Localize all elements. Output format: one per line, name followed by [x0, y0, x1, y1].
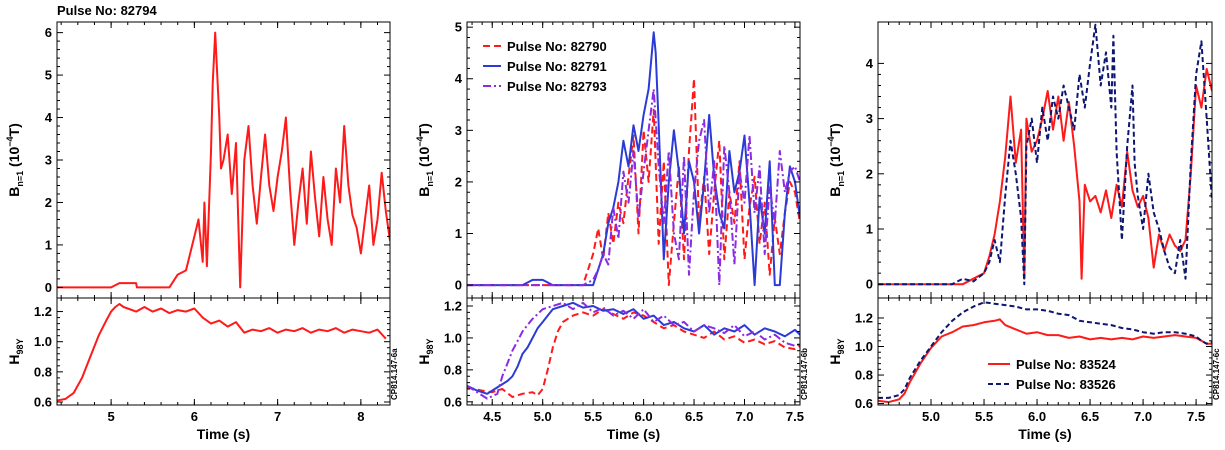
x-tick-label: 7.5	[786, 409, 804, 424]
legend-label: Pulse No: 82793	[507, 79, 607, 94]
y-tick-label: 0	[866, 277, 873, 292]
x-tick-label: 7.5	[1187, 409, 1205, 424]
legend-label: Pulse No: 82791	[507, 59, 607, 74]
y-tick-label: 1	[455, 226, 462, 241]
y-tick-label: 1.2	[34, 304, 52, 319]
x-axis-label: Time (s)	[607, 426, 660, 442]
y-tick-label: 0	[45, 280, 52, 295]
y-tick-label: 2	[45, 195, 52, 210]
series-line-top-0	[57, 31, 390, 289]
y-tick-label: 0.6	[855, 396, 873, 411]
x-tick-label: 6.5	[1081, 409, 1099, 424]
series-line-top-2	[467, 88, 800, 287]
panel-pulse-82794: 0 1 2 3 4 5 6 Bn=1 (10−4T) 0.6 0.8 1.0 1.2 H98Y 5 6 7 8 T…	[5, 3, 399, 442]
x-tick-label: 6.0	[1028, 409, 1046, 424]
y-tick-label: 4	[866, 56, 874, 71]
y-axis-label-bottom: H98Y	[416, 338, 435, 364]
y-tick-label: 3	[455, 123, 462, 138]
y-tick-label: 5	[455, 20, 462, 35]
series-line-top-0	[467, 77, 800, 287]
y-tick-label: 1	[45, 237, 52, 252]
y-tick-label: 1	[866, 222, 873, 237]
x-tick-label: 5.0	[922, 409, 940, 424]
chart-title: Pulse No: 82794	[57, 3, 157, 18]
x-tick-label: 6.5	[685, 409, 703, 424]
y-axis-label-bottom: H98Y	[6, 338, 25, 364]
x-tick-label: 8	[357, 409, 364, 424]
y-axis-label-bottom: H98Y	[827, 338, 846, 364]
axes-frame-bottom	[877, 297, 1213, 406]
y-tick-label: 0.6	[444, 394, 462, 409]
y-tick-label: 0.8	[855, 368, 873, 383]
y-tick-label: 5	[45, 68, 52, 83]
y-tick-label: 2	[866, 166, 873, 181]
x-axis-label: Time (s)	[1018, 426, 1071, 442]
y-tick-label: 6	[45, 25, 52, 40]
y-axis-label-top: Bn=1 (10−4T)	[5, 123, 25, 197]
panel-pulse-82790-82791-82793: 0 1 2 3 4 5 Bn=1 (10−4T) 0.6 0.8 1.0 1.2 H98Y 4.5 5.0…	[415, 20, 809, 442]
y-tick-label: 1.2	[855, 310, 873, 325]
y-tick-label: 4	[45, 110, 53, 125]
y-tick-label: 3	[866, 111, 873, 126]
axes-frame-bottom	[466, 297, 801, 406]
y-tick-label: 0.8	[444, 362, 462, 377]
y-tick-label: 1.0	[34, 334, 52, 349]
y-tick-label: 0.8	[34, 364, 52, 379]
series-line-bottom-2	[467, 301, 800, 400]
x-tick-label: 5.0	[534, 409, 552, 424]
x-tick-label: 6.0	[635, 409, 653, 424]
series-line-top-1	[878, 23, 1212, 286]
axes-frame-bottom	[56, 297, 391, 406]
series-line-bottom-0	[57, 303, 387, 402]
x-tick-label: 5.5	[584, 409, 602, 424]
y-tick-label: 1.0	[855, 339, 873, 354]
legend-label: Pulse No: 83524	[1016, 357, 1116, 372]
figure-code: CP814.147-6b	[800, 348, 809, 400]
legend-label: Pulse No: 83526	[1016, 377, 1116, 392]
x-tick-label: 6	[191, 409, 198, 424]
y-tick-label: 0	[455, 278, 462, 293]
y-axis-label-top: Bn=1 (10−4T)	[826, 123, 846, 197]
y-tick-label: 3	[45, 153, 52, 168]
y-tick-label: 2	[455, 174, 462, 189]
series-line-top-0	[878, 67, 1212, 286]
series-line-bottom-1	[878, 301, 1212, 399]
y-tick-label: 1.0	[444, 330, 462, 345]
x-tick-label: 4.5	[483, 409, 501, 424]
x-axis-label: Time (s)	[197, 426, 250, 442]
y-tick-label: 1.2	[444, 298, 462, 313]
x-tick-label: 5	[107, 409, 114, 424]
series-line-bottom-1	[467, 301, 800, 395]
y-tick-label: 0.6	[34, 394, 52, 409]
axes-frame-top	[877, 21, 1213, 299]
x-tick-label: 7.0	[1134, 409, 1152, 424]
y-tick-label: 4	[455, 71, 463, 86]
y-axis-label-top: Bn=1 (10−4T)	[415, 123, 435, 197]
legend-label: Pulse No: 82790	[507, 39, 607, 54]
x-tick-label: 5.5	[975, 409, 993, 424]
x-tick-label: 7.0	[735, 409, 753, 424]
panel-pulse-83524-83526: 0 1 2 3 4 Bn=1 (10−4T) 0.6 0.8 1.0 1.2 H98Y 5.0 5.5 6…	[826, 21, 1221, 442]
figure-code: CP814.147-6a	[390, 348, 399, 400]
series-line-bottom-0	[467, 308, 800, 398]
figure-code: CP814.147-6c	[1212, 348, 1221, 400]
x-tick-label: 7	[274, 409, 281, 424]
